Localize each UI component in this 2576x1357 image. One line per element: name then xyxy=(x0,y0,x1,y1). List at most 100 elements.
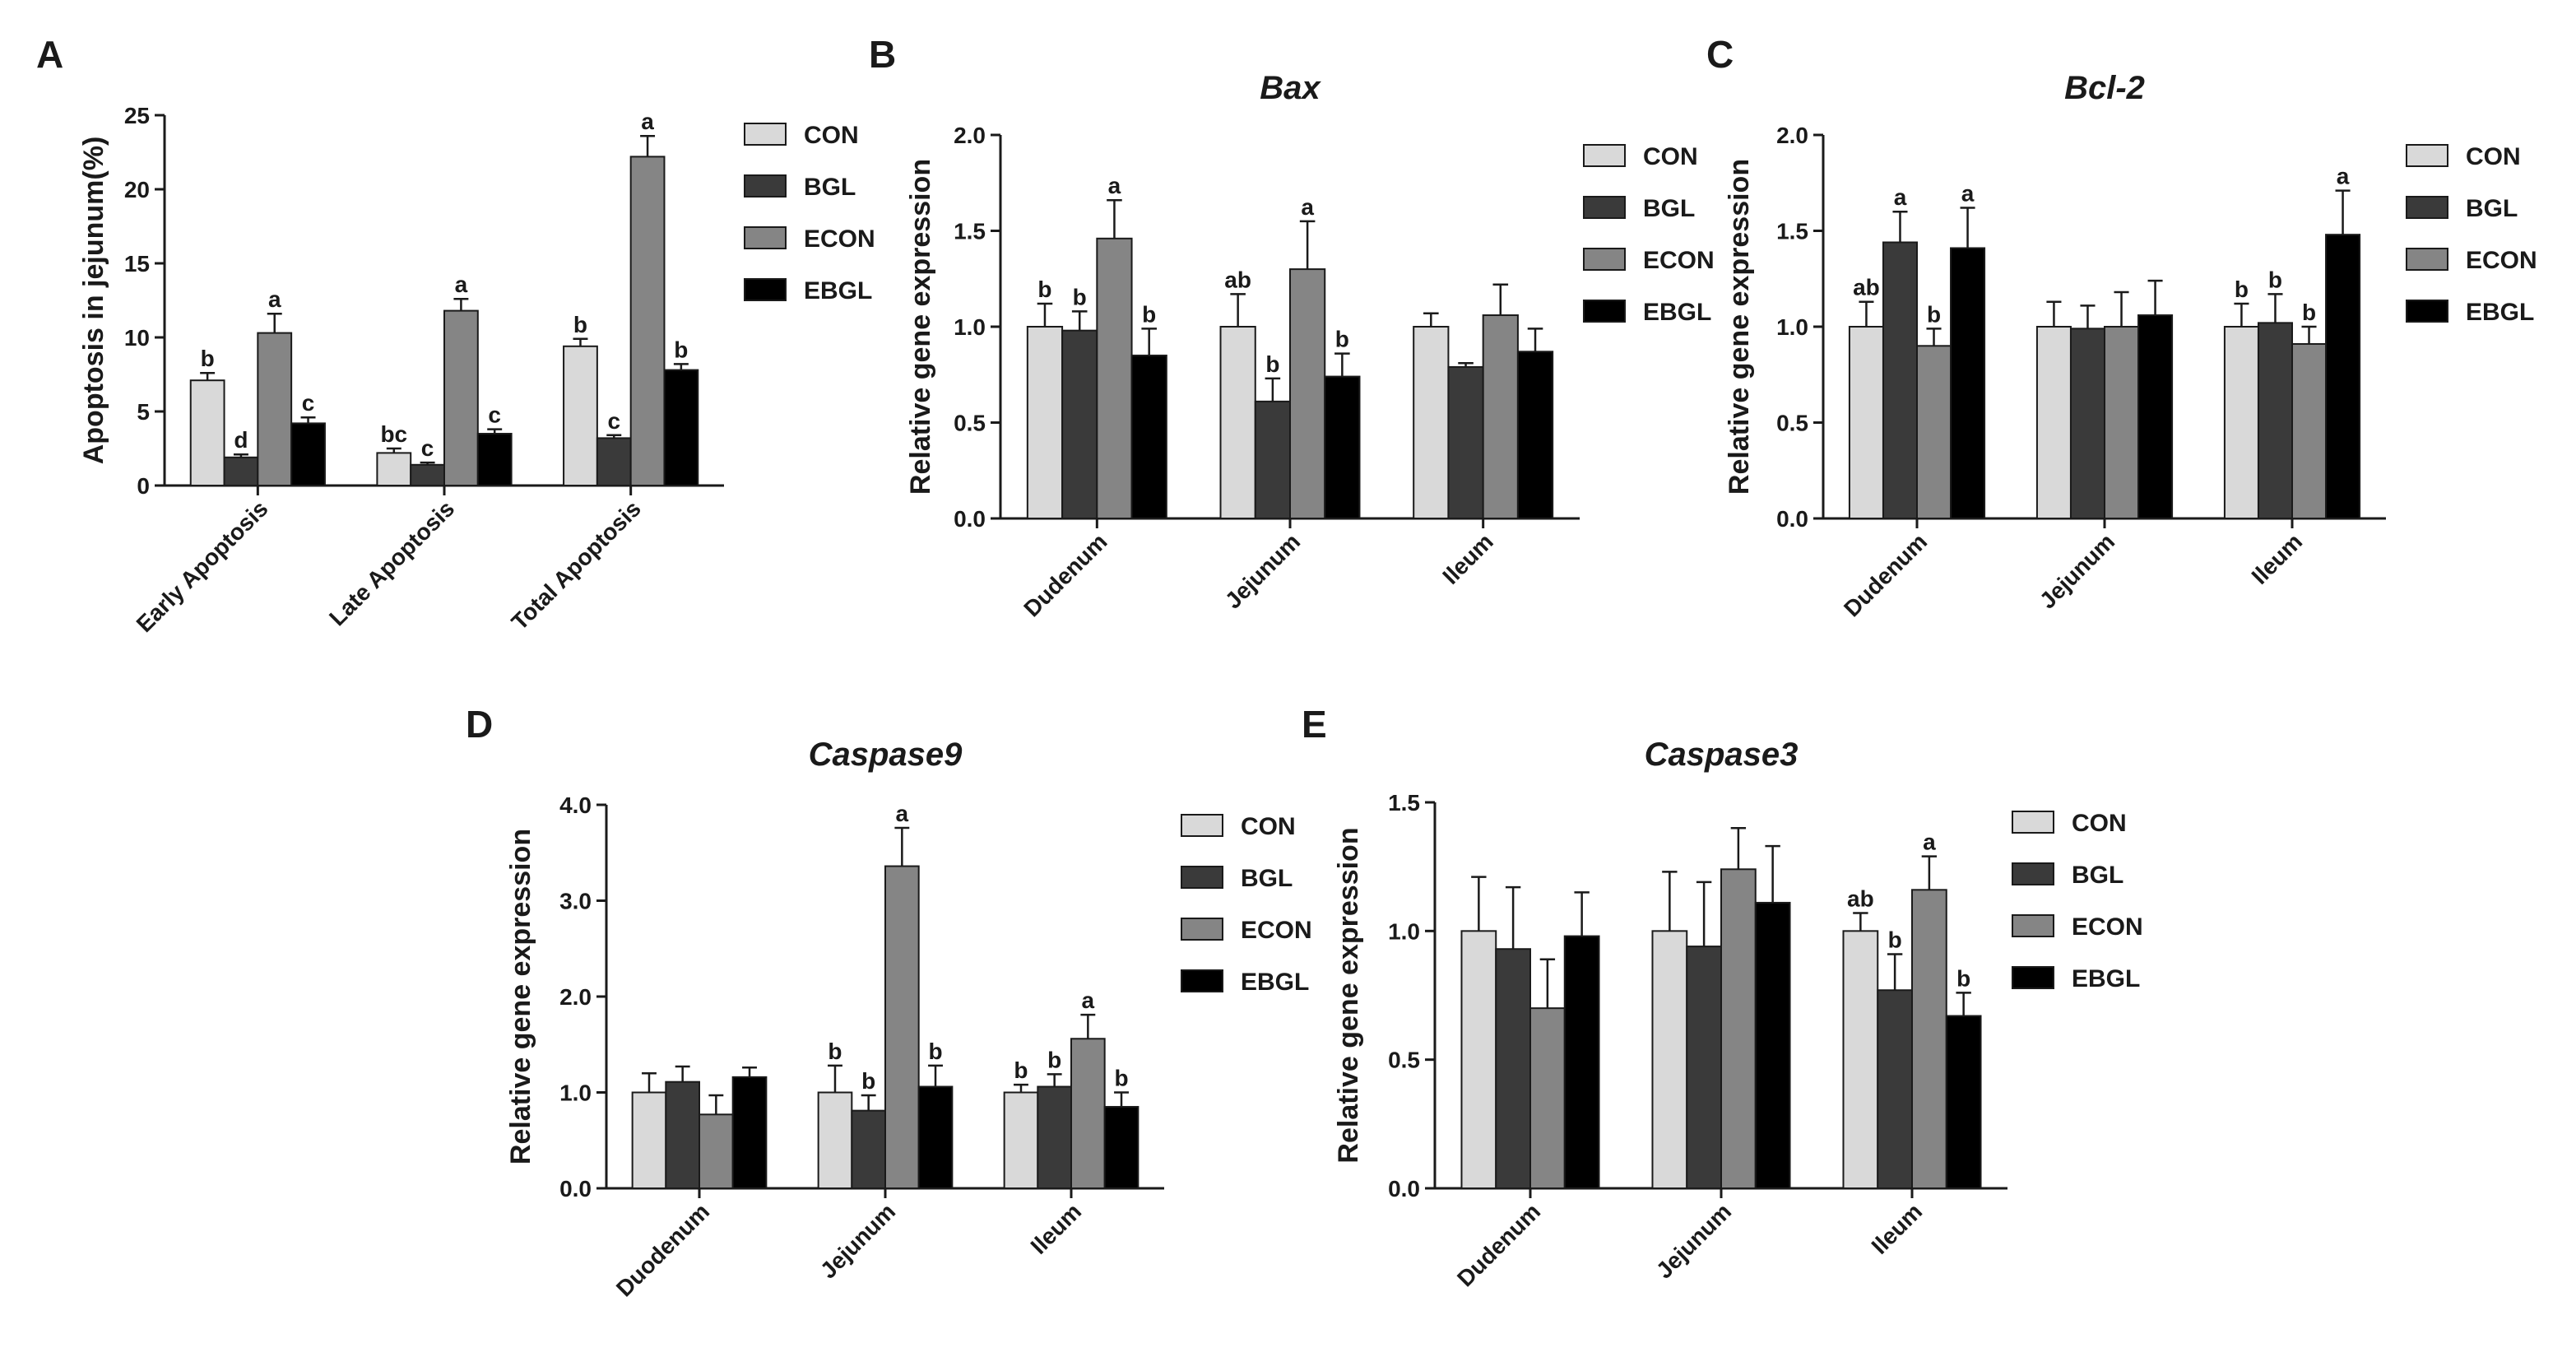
x-tick-label: Dudenum xyxy=(1839,528,1932,621)
legend-swatch-econ xyxy=(744,226,787,249)
bar-bgl xyxy=(596,437,632,487)
y-tick-label: 20 xyxy=(124,177,150,202)
legend-swatch-con xyxy=(1181,814,1223,837)
y-tick-label: 3.0 xyxy=(559,889,592,914)
panel-letter: D xyxy=(466,703,493,746)
bar-bgl xyxy=(1254,400,1292,519)
y-axis-label: Relative gene expression xyxy=(505,829,536,1164)
bar-bgl xyxy=(1686,946,1722,1190)
y-tick-label: 1.5 xyxy=(1388,790,1420,816)
legend-label-econ: ECON xyxy=(1643,247,1715,274)
significance-label: b xyxy=(2302,300,2316,325)
legend-swatch-bgl xyxy=(1181,866,1223,889)
x-tick-label: Jejunum xyxy=(815,1198,900,1283)
chart-panel-d: D Caspase9 Relative gene expression 0.0 1.0 2… xyxy=(466,703,1312,1302)
bar-ebgl xyxy=(1130,354,1167,520)
bar-econ xyxy=(1529,1007,1566,1189)
bar-ebgl xyxy=(2325,234,2361,519)
significance-label: b xyxy=(1142,301,1156,327)
legend-swatch-econ xyxy=(1583,248,1626,271)
bar-bgl xyxy=(2257,322,2293,519)
significance-label: b xyxy=(1265,351,1279,377)
y-tick-label: 1.5 xyxy=(1776,219,1808,244)
y-tick-label: 0.0 xyxy=(1388,1176,1420,1201)
legend-swatch-con xyxy=(2012,811,2054,834)
legend-swatch-econ xyxy=(1181,918,1223,941)
bar-con xyxy=(1026,326,1064,519)
legend-swatch-con xyxy=(1583,144,1626,167)
y-tick-label: 1.0 xyxy=(1388,918,1420,944)
bar-ebgl xyxy=(1103,1105,1139,1189)
y-tick-label: 4.0 xyxy=(559,792,592,818)
significance-label: b xyxy=(1073,284,1087,309)
significance-label: b xyxy=(828,1039,842,1064)
bar-con xyxy=(1848,326,1884,519)
legend-swatch-bgl xyxy=(1583,196,1626,219)
significance-label: bc xyxy=(380,421,407,447)
significance-label: b xyxy=(1956,965,1970,991)
legend-label-con: CON xyxy=(1643,143,1698,170)
bar-bgl xyxy=(2069,328,2105,519)
bar-econ xyxy=(1482,314,1519,519)
bar-ebgl xyxy=(1754,901,1791,1189)
y-axis-label: Apoptosis in jejunum(%) xyxy=(78,137,109,465)
bar-ebgl xyxy=(1324,375,1361,519)
significance-label: b xyxy=(861,1068,875,1094)
x-tick-label: Jejunum xyxy=(1651,1198,1736,1283)
y-tick-label: 0.0 xyxy=(1776,506,1808,532)
y-tick-label: 0.5 xyxy=(1388,1048,1420,1073)
x-tick-label: Late Apoptosis xyxy=(324,495,459,630)
chart-title: Bax xyxy=(1260,70,1321,106)
significance-label: b xyxy=(1335,327,1349,352)
significance-label: c xyxy=(488,402,501,428)
legend-label-con: CON xyxy=(804,122,859,149)
bar-ebgl xyxy=(2137,314,2174,519)
significance-label: a xyxy=(1923,830,1936,855)
y-tick-label: 10 xyxy=(124,325,150,351)
bar-bgl xyxy=(851,1109,886,1190)
significance-label: c xyxy=(607,408,620,434)
y-tick-label: 0 xyxy=(137,473,150,499)
bar-ebgl xyxy=(1950,247,1986,519)
bar-econ xyxy=(1096,237,1133,519)
chart-title: Caspase3 xyxy=(1645,737,1799,773)
bar-con xyxy=(631,1091,667,1189)
chart-panel-a: A Apoptosis in jejunum(%) 0 5 10 15 20 25 b d a c Ea… xyxy=(36,33,875,637)
significance-label: a xyxy=(1082,988,1095,1013)
significance-label: a xyxy=(2337,164,2350,189)
significance-label: b xyxy=(928,1039,942,1064)
bar-ebgl xyxy=(1516,351,1554,520)
bar-con xyxy=(1651,930,1688,1190)
legend-swatch-con xyxy=(2406,144,2448,167)
bar-econ xyxy=(2104,326,2140,519)
legend-label-econ: ECON xyxy=(804,225,875,253)
legend-swatch-ebgl xyxy=(2406,300,2448,323)
significance-label: b xyxy=(1888,927,1902,952)
bar-bgl xyxy=(665,1080,701,1190)
x-tick-label: Ileum xyxy=(2247,528,2308,589)
bar-econ xyxy=(2291,342,2328,519)
y-tick-label: 0.0 xyxy=(559,1176,592,1201)
significance-label: b xyxy=(573,312,587,337)
legend-label-bgl: BGL xyxy=(2072,862,2123,889)
significance-label: c xyxy=(302,390,315,416)
y-tick-label: 0.5 xyxy=(954,411,986,436)
significance-label: b xyxy=(674,337,688,362)
y-tick-label: 1.0 xyxy=(1776,314,1808,340)
x-tick-label: Ileum xyxy=(1026,1198,1087,1259)
panel-letter: A xyxy=(36,33,63,76)
bar-bgl xyxy=(1877,989,1913,1190)
panel-letter: C xyxy=(1706,33,1734,76)
legend-label-ebgl: EBGL xyxy=(804,277,872,304)
bar-econ xyxy=(1911,889,1947,1189)
bar-econ xyxy=(1289,268,1326,519)
legend-swatch-ebgl xyxy=(1181,969,1223,992)
x-tick-label: Jejunum xyxy=(2035,528,2119,613)
legend-label-bgl: BGL xyxy=(2466,195,2518,222)
legend-label-con: CON xyxy=(2466,143,2521,170)
y-axis-label: Relative gene expression xyxy=(905,159,936,495)
x-tick-label: Ileum xyxy=(1867,1198,1928,1259)
bar-bgl xyxy=(410,463,446,486)
